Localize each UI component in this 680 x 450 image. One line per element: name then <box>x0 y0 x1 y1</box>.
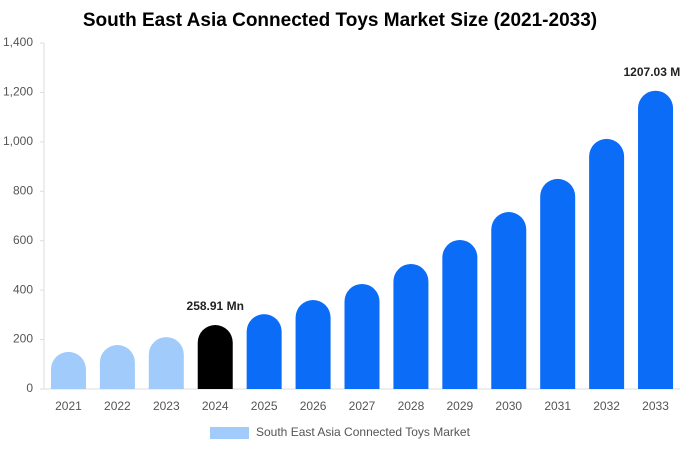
x-tick-label: 2029 <box>446 399 473 413</box>
x-tick-label: 2031 <box>544 399 571 413</box>
x-tick-label: 2021 <box>55 399 82 413</box>
bar <box>442 239 478 389</box>
bar <box>197 325 233 389</box>
chart-title: South East Asia Connected Toys Market Si… <box>83 10 597 31</box>
value-label: 258.91 Mn <box>187 299 244 313</box>
y-tick-label: 1,200 <box>3 85 33 99</box>
x-tick-label: 2028 <box>398 399 425 413</box>
bar <box>148 337 184 389</box>
bar <box>393 263 429 389</box>
bar <box>491 212 527 389</box>
bar <box>246 314 282 389</box>
bar <box>50 351 86 389</box>
bar <box>344 283 380 389</box>
x-tick-label: 2025 <box>251 399 278 413</box>
bar <box>295 300 331 389</box>
x-tick-label: 2027 <box>349 399 376 413</box>
x-tick-label: 2022 <box>104 399 131 413</box>
bar <box>99 345 135 389</box>
x-tick-label: 2024 <box>202 399 229 413</box>
bar <box>638 90 674 389</box>
y-tick-label: 200 <box>13 332 33 346</box>
bar <box>589 138 625 389</box>
y-tick-label: 0 <box>26 381 33 395</box>
y-tick-label: 400 <box>13 282 33 296</box>
x-tick-label: 2030 <box>495 399 522 413</box>
y-tick-label: 1,000 <box>3 134 33 148</box>
x-tick-label: 2033 <box>642 399 669 413</box>
x-tick-label: 2026 <box>300 399 327 413</box>
value-label: 1207.03 Mn <box>624 65 680 79</box>
x-tick-label: 2032 <box>593 399 620 413</box>
y-tick-label: 600 <box>13 233 33 247</box>
legend-swatch <box>210 427 249 439</box>
legend-label: South East Asia Connected Toys Market <box>256 425 471 439</box>
y-tick-label: 800 <box>13 183 33 197</box>
y-tick-label: 1,400 <box>3 35 33 49</box>
bar <box>540 178 576 389</box>
x-tick-label: 2023 <box>153 399 180 413</box>
